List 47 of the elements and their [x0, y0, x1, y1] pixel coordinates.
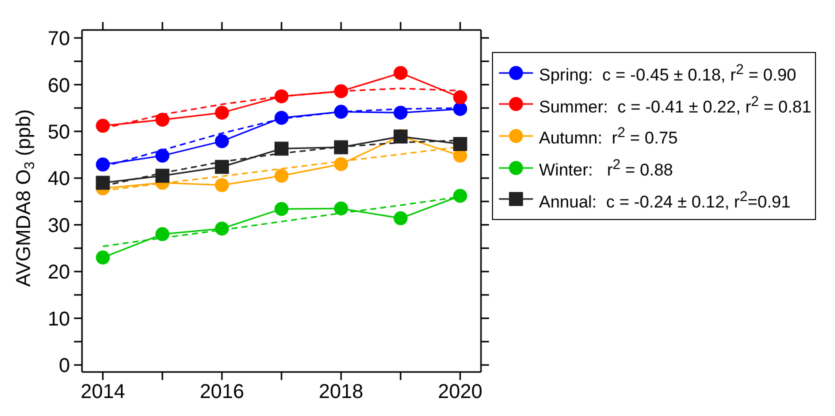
x-tick-label: 2014: [80, 381, 126, 404]
x-tick-label: 2018: [318, 381, 364, 404]
point: [394, 211, 408, 226]
point: [155, 148, 170, 163]
point: [453, 90, 468, 104]
y-tick-label: 20: [48, 262, 70, 284]
point: [334, 84, 348, 98]
point: [334, 201, 348, 216]
y-tick-label: 10: [48, 308, 70, 330]
y-tick-label: 70: [48, 28, 70, 50]
point: [214, 134, 229, 148]
point: [155, 227, 170, 242]
point: [274, 202, 288, 216]
legend-label: Summer: c = -0.41 ± 0.22, r$^{2}$ = 0.81: [539, 92, 812, 118]
point: [453, 188, 468, 203]
point: [274, 89, 288, 104]
legend-label: Spring: c = -0.45 ± 0.18, r$^{2}$ = 0.90: [539, 61, 796, 87]
point: [214, 160, 229, 174]
legend-label: Annual: c = -0.24 ± 0.12, r$^{2}$=0.91: [539, 188, 791, 214]
x-tick-label: 2016: [200, 381, 244, 404]
point: [96, 176, 110, 190]
point: [214, 222, 229, 236]
point: [96, 118, 110, 133]
y-tick-label: 40: [48, 168, 70, 190]
x-tick-label: 2020: [438, 381, 482, 404]
y-tick-label: 60: [48, 74, 70, 97]
point: [274, 110, 288, 125]
point: [155, 112, 170, 127]
point: [453, 102, 468, 116]
y-tick-label: 30: [48, 214, 70, 237]
point: [214, 178, 229, 192]
point: [334, 140, 348, 154]
point: [274, 168, 288, 183]
point: [155, 168, 170, 183]
legend-label: Winter: r$^{2}$ = 0.88: [539, 156, 674, 182]
point: [394, 106, 408, 120]
legend-label: Autumn: r$^{2}$ = 0.75: [539, 124, 678, 150]
point: [96, 250, 110, 265]
point: [453, 137, 468, 151]
point: [394, 66, 408, 80]
point: [334, 104, 348, 119]
y-tick-label: 0: [58, 355, 70, 378]
point: [96, 158, 110, 172]
point: [334, 157, 348, 172]
point: [214, 106, 229, 120]
y-tick-label: 50: [48, 121, 70, 144]
point: [274, 142, 288, 156]
